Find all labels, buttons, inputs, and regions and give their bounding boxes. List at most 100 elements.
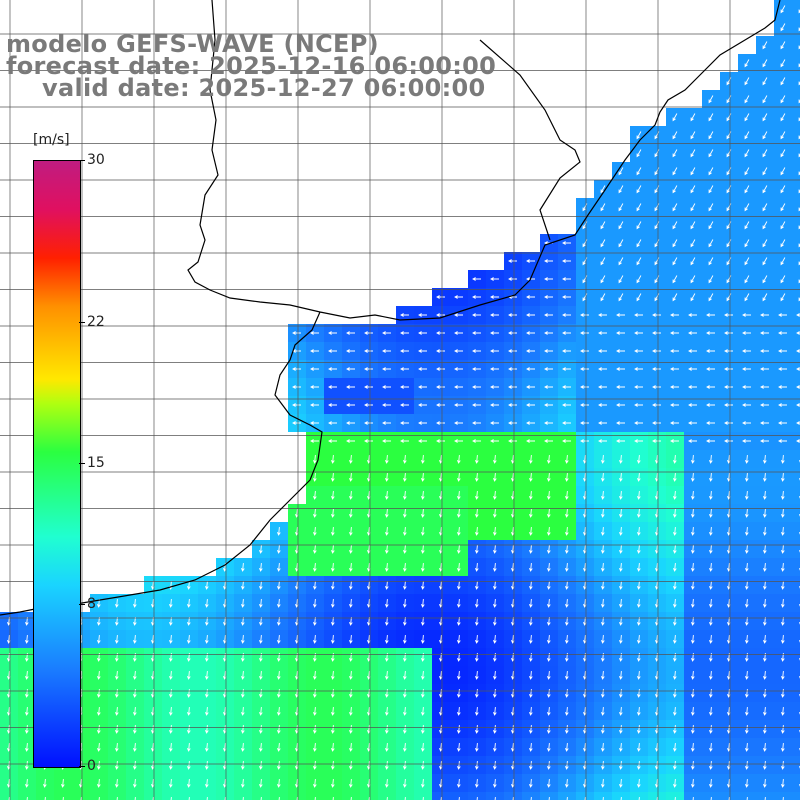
wind-arrow xyxy=(385,724,389,734)
wind-arrow xyxy=(634,331,643,335)
wind-arrow xyxy=(744,59,750,68)
wind-arrow xyxy=(472,403,481,407)
wind-arrow xyxy=(508,421,517,425)
wind-arrow xyxy=(169,760,173,770)
wind-arrow xyxy=(598,331,607,335)
wind-arrow xyxy=(529,472,533,482)
wind-arrow xyxy=(547,706,551,716)
wind-arrow xyxy=(98,796,100,800)
wind-arrow xyxy=(529,598,533,608)
wind-arrow xyxy=(745,526,749,536)
wind-arrow xyxy=(403,778,407,788)
wind-arrow xyxy=(744,131,750,140)
wind-arrow xyxy=(241,760,245,770)
wind-arrow xyxy=(690,275,696,284)
wind-arrow xyxy=(457,472,461,482)
wind-arrow xyxy=(688,349,697,353)
wind-arrow xyxy=(672,239,678,248)
valid-date: valid date: 2025-12-27 06:00:00 xyxy=(42,74,486,102)
wind-arrow xyxy=(526,259,535,263)
wind-arrow xyxy=(673,724,677,734)
wind-arrow xyxy=(598,367,607,371)
wind-arrow xyxy=(205,706,209,716)
wind-arrow xyxy=(292,421,301,425)
wind-arrow xyxy=(346,331,355,335)
wind-cell xyxy=(792,630,800,648)
wind-arrow xyxy=(688,367,697,371)
wind-arrow xyxy=(763,688,767,698)
wind-arrow xyxy=(745,670,749,680)
wind-arrow xyxy=(169,778,173,788)
wind-arrow xyxy=(133,706,137,716)
wind-arrow xyxy=(457,706,461,716)
wind-arrow xyxy=(562,403,571,407)
wind-cell xyxy=(432,792,450,800)
wind-arrow xyxy=(547,724,551,734)
wind-arrow xyxy=(292,331,301,335)
wind-arrow xyxy=(744,185,750,194)
wind-arrow xyxy=(781,526,785,536)
wind-arrow xyxy=(778,403,787,407)
wind-arrow xyxy=(313,454,317,464)
wind-arrow xyxy=(744,203,750,212)
wind-arrow xyxy=(637,454,641,464)
wind-arrow xyxy=(421,706,425,716)
wind-arrow xyxy=(652,385,661,389)
wind-arrow xyxy=(454,331,463,335)
wind-arrow xyxy=(744,239,750,248)
wind-arrow xyxy=(313,508,317,518)
wind-arrow xyxy=(691,562,695,572)
wind-arrow xyxy=(277,706,281,716)
wind-arrow xyxy=(580,331,589,335)
wind-arrow xyxy=(673,688,677,698)
wind-arrow xyxy=(706,439,715,443)
wind-cell xyxy=(468,792,486,800)
wind-arrow xyxy=(691,490,695,500)
wind-arrow xyxy=(475,526,479,536)
wind-arrow xyxy=(762,149,768,158)
wind-arrow xyxy=(493,598,497,608)
wind-arrow xyxy=(259,634,263,644)
wind-arrow xyxy=(385,526,389,536)
wind-arrow xyxy=(277,634,281,644)
wind-arrow xyxy=(313,760,317,770)
wind-arrow xyxy=(25,670,29,680)
wind-arrow xyxy=(529,778,533,788)
wind-arrow xyxy=(346,439,355,443)
wind-arrow xyxy=(508,259,517,263)
wind-arrow xyxy=(493,778,497,788)
wind-arrow xyxy=(169,670,173,680)
wind-arrow xyxy=(508,277,517,281)
wind-arrow xyxy=(778,313,787,317)
wind-arrow xyxy=(277,562,281,572)
wind-arrow xyxy=(744,149,750,158)
wind-arrow xyxy=(760,331,769,335)
wind-arrow xyxy=(692,796,694,800)
wind-arrow xyxy=(618,221,624,230)
wind-arrow xyxy=(472,439,481,443)
wind-arrow xyxy=(421,742,425,752)
wind-arrow xyxy=(364,331,373,335)
wind-arrow xyxy=(709,472,713,482)
wind-arrow xyxy=(512,796,514,800)
wind-cell xyxy=(792,36,800,54)
wind-arrow xyxy=(688,403,697,407)
wind-arrow xyxy=(526,385,535,389)
wind-arrow xyxy=(636,275,642,284)
wind-arrow xyxy=(690,149,696,158)
wind-arrow xyxy=(724,403,733,407)
wind-cell xyxy=(792,90,800,108)
wind-arrow xyxy=(382,349,391,353)
wind-arrow xyxy=(490,385,499,389)
wind-arrow xyxy=(529,742,533,752)
wind-arrow xyxy=(565,490,569,500)
wind-arrow xyxy=(780,167,786,176)
wind-arrow xyxy=(133,688,137,698)
wind-arrow xyxy=(292,367,301,371)
wind-arrow xyxy=(313,706,317,716)
wind-arrow xyxy=(634,367,643,371)
wind-arrow xyxy=(619,472,623,482)
wind-cell xyxy=(792,792,800,800)
wind-arrow xyxy=(349,634,353,644)
wind-arrow xyxy=(169,706,173,716)
